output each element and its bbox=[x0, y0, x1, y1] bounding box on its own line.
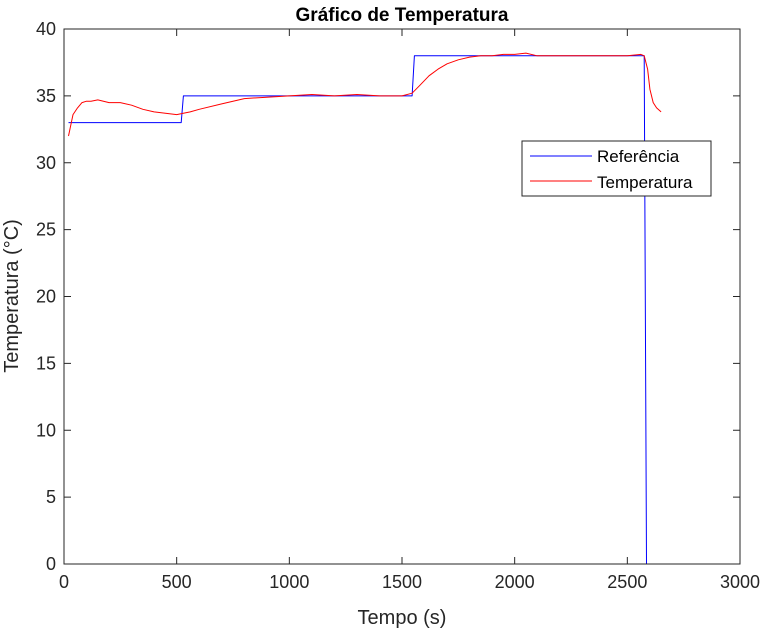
x-tick-label: 0 bbox=[59, 572, 69, 592]
x-axis-title: Tempo (s) bbox=[358, 607, 447, 629]
legend-label-referencia: Referência bbox=[597, 147, 680, 166]
x-tick-label: 1500 bbox=[382, 572, 422, 592]
x-tick-label: 2000 bbox=[495, 572, 535, 592]
series-line-temperatura bbox=[68, 52, 662, 137]
y-tick-label: 20 bbox=[36, 287, 56, 307]
legend-label-temperatura: Temperatura bbox=[597, 173, 693, 192]
series-layer bbox=[68, 52, 662, 565]
x-tick-label: 2500 bbox=[607, 572, 647, 592]
series-line-referencia bbox=[68, 55, 662, 565]
y-tick-label: 30 bbox=[36, 153, 56, 173]
y-tick-label: 15 bbox=[36, 353, 56, 373]
x-tick-label: 3000 bbox=[720, 572, 760, 592]
y-tick-label: 25 bbox=[36, 220, 56, 240]
y-tick-label: 0 bbox=[46, 554, 56, 574]
chart-title: Gráfico de Temperatura bbox=[296, 5, 509, 26]
x-tick-label: 1000 bbox=[269, 572, 309, 592]
legend: Referência Temperatura bbox=[521, 140, 712, 197]
y-tick-label: 35 bbox=[36, 86, 56, 106]
plot-area bbox=[64, 29, 740, 564]
x-tick-label: 500 bbox=[162, 572, 192, 592]
y-tick-label: 10 bbox=[36, 420, 56, 440]
y-tick-label: 5 bbox=[46, 487, 56, 507]
y-tick-label: 40 bbox=[36, 19, 56, 39]
y-axis-title: Temperatura (°C) bbox=[1, 219, 23, 373]
ticks-layer: 0 500 1000 1500 2000 2500 3000 0 5 10 15 20 25 30 35 40 bbox=[36, 19, 760, 592]
legend-box bbox=[521, 140, 712, 197]
